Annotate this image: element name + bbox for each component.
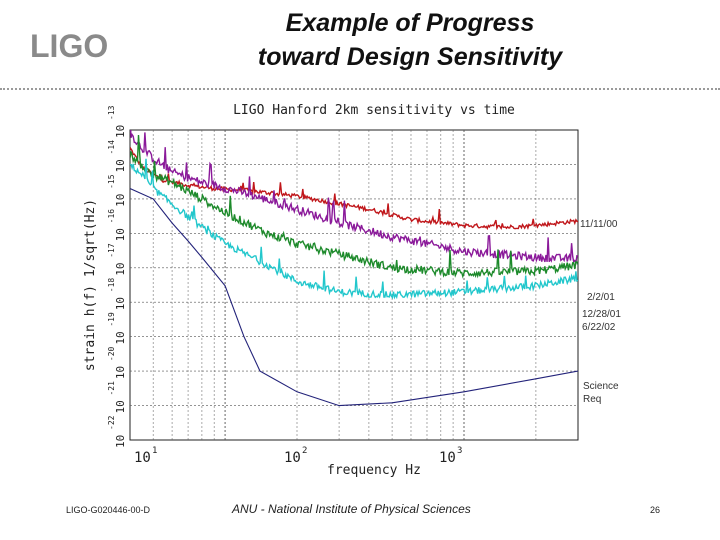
y-tick-label: 10 [114,400,127,413]
chart-title: LIGO Hanford 2km sensitivity vs time [233,103,515,118]
series-line-2-2-01 [130,130,578,266]
y-tick-group: 10-13 [107,105,127,138]
y-tick-label: 10 [114,435,127,448]
y-tick-label: 10 [114,331,127,344]
y-tick-group: 10-21 [107,381,127,414]
ligo-logo: LIGO [30,28,109,64]
slide-title: Example of Progress toward Design Sensit… [170,6,650,74]
legend-label: Req [583,394,601,405]
y-tick-label: 10 [114,228,127,241]
legend-label: 2/2/01 [587,292,615,303]
y-tick-group: 10-17 [107,243,127,276]
institution-label: ANU - National Institute of Physical Sci… [232,502,471,516]
y-tick-exponent: -14 [107,140,116,155]
legend-label: Science [583,381,619,392]
y-tick-exponent: -21 [107,381,116,396]
y-tick-group: 10-19 [107,312,127,345]
title-line-2: toward Design Sensitivity [257,43,563,71]
series-line-science-req [130,187,578,407]
y-tick-label: 10 [114,159,127,172]
y-tick-group: 10-18 [107,278,127,311]
y-tick-label: 10 [114,194,127,207]
title-line-1: Example of Progress [285,9,535,37]
y-tick-group: 10-20 [107,346,127,379]
y-tick-group: 10-22 [107,415,127,448]
y-tick-exponent: -13 [107,105,116,120]
header-divider [0,88,720,91]
document-id: LIGO-G020446-00-D [66,505,151,515]
y-tick-exponent: -18 [107,278,116,293]
page-number: 26 [650,505,661,515]
series-line-11-11-00 [130,147,578,231]
x-axis-label: frequency Hz [327,463,421,478]
legend-label: 12/28/01 [582,309,621,320]
y-tick-exponent: -17 [107,243,116,258]
series-line-12-28-01 [130,134,578,279]
y-tick-label: 10 [114,297,127,310]
y-tick-exponent: -19 [107,312,116,327]
y-tick-exponent: -16 [107,209,116,224]
plot-frame [129,129,579,441]
y-tick-label: 10 [114,263,127,276]
legend-label: 11/11/00 [580,219,618,230]
x-tick-exponent: 2 [302,446,307,456]
x-tick-exponent: 1 [152,446,157,456]
series-group [130,130,578,407]
y-tick-group: 10-14 [107,140,127,173]
y-tick-exponent: -15 [107,174,116,189]
y-tick-label: 10 [114,366,127,379]
y-tick-group: 10-15 [107,174,127,207]
y-tick-exponent: -22 [107,415,116,430]
x-tick-label: 10 [284,450,301,466]
y-axis-label: strain h(f) 1/sqrt(Hz) [83,199,98,371]
y-tick-group: 10-16 [107,209,127,242]
x-tick-label: 10 [134,450,151,466]
x-tick-label: 10 [439,450,456,466]
grid-lines [130,130,578,440]
y-tick-exponent: -20 [107,346,116,361]
x-tick-exponent: 3 [457,446,462,456]
y-tick-label: 10 [114,125,127,138]
series-line-6-22-02 [130,158,578,300]
legend-label: 6/22/02 [582,322,616,333]
